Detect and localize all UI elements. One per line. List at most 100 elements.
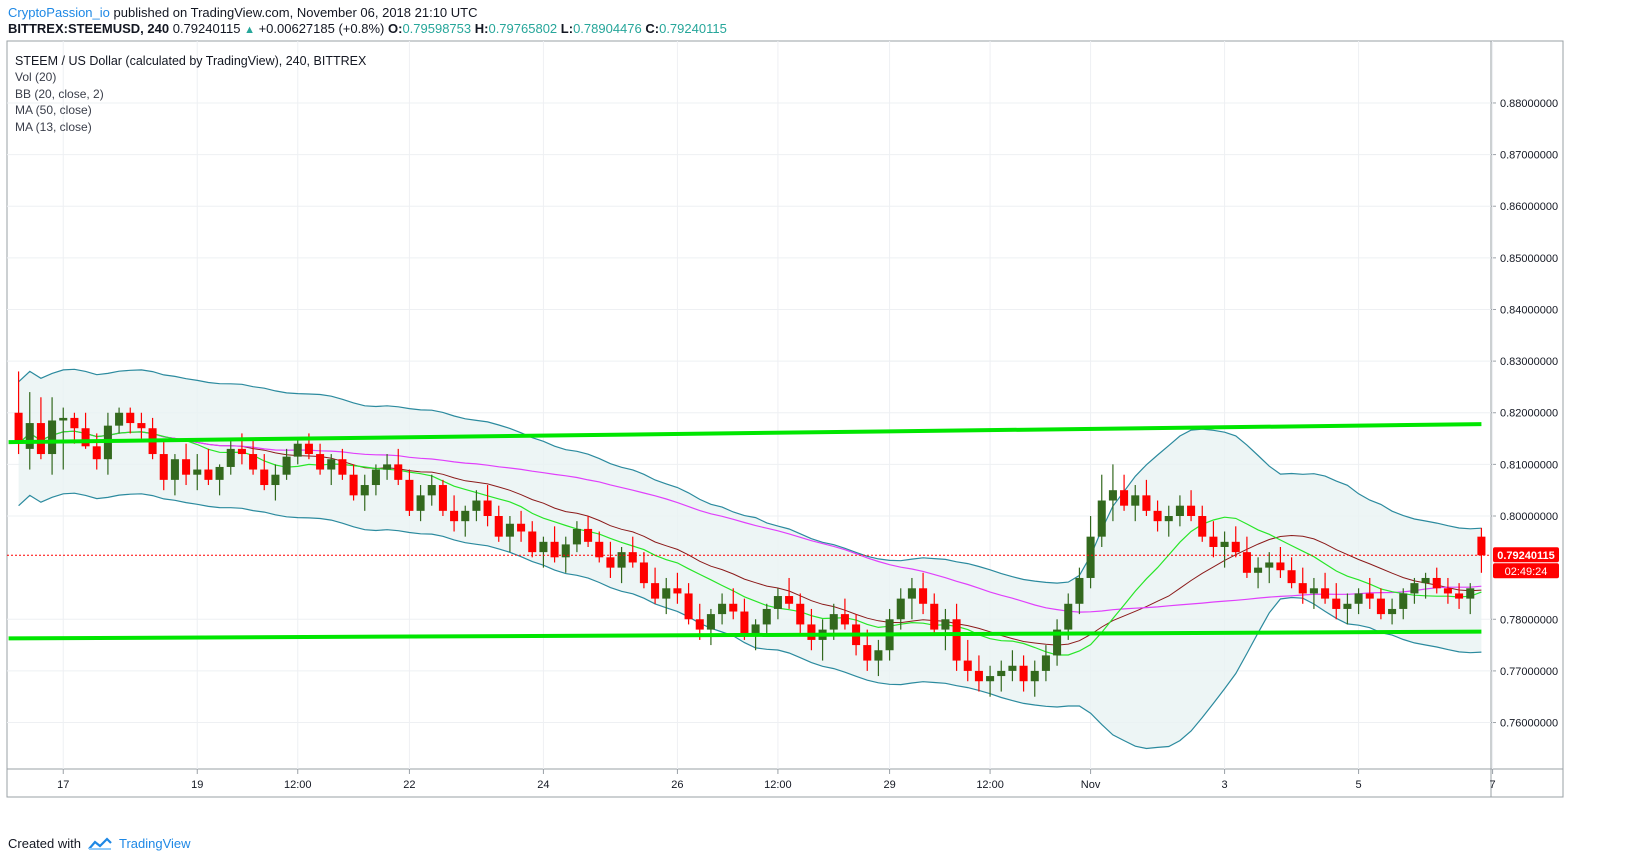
candle-body[interactable] <box>718 603 727 615</box>
candle-body[interactable] <box>226 448 235 467</box>
candle-body[interactable] <box>1164 516 1173 522</box>
resistance-trendline[interactable] <box>8 422 1482 445</box>
candle-body[interactable] <box>394 464 403 480</box>
candle-body[interactable] <box>1142 495 1151 511</box>
candle-body[interactable] <box>1298 583 1307 594</box>
candle-body[interactable] <box>1041 655 1050 671</box>
candle-body[interactable] <box>796 603 805 625</box>
candle-body[interactable] <box>863 645 872 661</box>
candle-body[interactable] <box>36 423 45 455</box>
candle-body[interactable] <box>997 670 1006 677</box>
candle-body[interactable] <box>684 593 693 620</box>
candle-body[interactable] <box>1432 577 1441 589</box>
candle-body[interactable] <box>1187 505 1196 517</box>
candle-body[interactable] <box>584 528 593 542</box>
candle-body[interactable] <box>1131 495 1140 506</box>
candle-body[interactable] <box>1399 593 1408 609</box>
candle-body[interactable] <box>327 459 336 470</box>
candle-body[interactable] <box>1410 583 1419 594</box>
candle-body[interactable] <box>338 459 347 475</box>
candle-body[interactable] <box>773 596 782 609</box>
candle-body[interactable] <box>807 624 816 640</box>
candle-body[interactable] <box>438 485 447 511</box>
candle-body[interactable] <box>472 500 481 511</box>
candle-body[interactable] <box>986 676 995 682</box>
candle-body[interactable] <box>517 523 526 532</box>
candle-body[interactable] <box>260 469 269 486</box>
candle-body[interactable] <box>349 474 358 496</box>
candle-body[interactable] <box>941 619 950 630</box>
candle-body[interactable] <box>282 456 291 475</box>
publisher-link[interactable]: CryptoPassion_io <box>8 5 110 20</box>
candle-body[interactable] <box>25 423 34 449</box>
candle-body[interactable] <box>840 614 849 625</box>
candle-body[interactable] <box>126 412 135 424</box>
candle-body[interactable] <box>193 469 202 475</box>
candle-body[interactable] <box>1120 490 1129 506</box>
candle-body[interactable] <box>572 528 581 545</box>
legend-item-ma50[interactable]: MA (50, close) <box>15 103 92 118</box>
candle-body[interactable] <box>505 523 514 537</box>
candle-body[interactable] <box>137 423 146 429</box>
candle-body[interactable] <box>14 412 23 444</box>
candle-body[interactable] <box>829 614 838 630</box>
candle-body[interactable] <box>293 443 302 457</box>
candle-body[interactable] <box>1287 570 1296 584</box>
candle-body[interactable] <box>528 531 537 553</box>
candle-body[interactable] <box>360 485 369 496</box>
candle-body[interactable] <box>450 510 459 522</box>
candle-body[interactable] <box>1421 577 1430 584</box>
candle-body[interactable] <box>1365 593 1374 599</box>
candle-body[interactable] <box>1254 567 1263 573</box>
candle-body[interactable] <box>48 420 57 455</box>
candle-body[interactable] <box>1075 577 1084 604</box>
candle-body[interactable] <box>1477 536 1486 556</box>
candle-body[interactable] <box>550 541 559 558</box>
candle-body[interactable] <box>405 479 414 511</box>
candle-body[interactable] <box>1030 670 1039 682</box>
candle-body[interactable] <box>170 459 179 480</box>
candle-body[interactable] <box>271 474 280 486</box>
candle-body[interactable] <box>729 603 738 612</box>
candle-body[interactable] <box>639 562 648 584</box>
candle-body[interactable] <box>751 624 760 635</box>
candle-body[interactable] <box>92 446 101 460</box>
candle-body[interactable] <box>740 611 749 635</box>
candle-body[interactable] <box>673 588 682 594</box>
candle-body[interactable] <box>159 454 168 480</box>
candle-body[interactable] <box>1265 562 1274 568</box>
candle-body[interactable] <box>974 670 983 682</box>
legend-item-bb[interactable]: BB (20, close, 2) <box>15 86 104 101</box>
candle-body[interactable] <box>695 619 704 630</box>
candle-body[interactable] <box>427 485 436 496</box>
candle-body[interactable] <box>461 510 470 522</box>
candle-body[interactable] <box>1242 552 1251 573</box>
candle-body[interactable] <box>1064 603 1073 630</box>
candle-body[interactable] <box>1343 603 1352 609</box>
candle-body[interactable] <box>930 603 939 630</box>
candle-body[interactable] <box>59 417 68 421</box>
candle-body[interactable] <box>1231 541 1240 553</box>
candle-body[interactable] <box>1175 505 1184 517</box>
legend-item-vol[interactable]: Vol (20) <box>15 70 57 85</box>
candle-body[interactable] <box>204 469 213 480</box>
candle-body[interactable] <box>1376 598 1385 615</box>
candle-body[interactable] <box>651 583 660 599</box>
candle-body[interactable] <box>81 428 90 447</box>
candle-body[interactable] <box>896 598 905 620</box>
candle-body[interactable] <box>1321 588 1330 599</box>
candle-body[interactable] <box>1019 665 1028 682</box>
candle-body[interactable] <box>662 588 671 599</box>
tradingview-link[interactable]: TradingView <box>118 836 191 851</box>
candle-body[interactable] <box>1198 516 1207 537</box>
candle-body[interactable] <box>215 466 224 480</box>
candle-body[interactable] <box>617 552 626 568</box>
candle-body[interactable] <box>1153 510 1162 522</box>
candle-body[interactable] <box>1053 629 1062 656</box>
candle-body[interactable] <box>874 650 883 661</box>
candle-body[interactable] <box>1220 541 1229 547</box>
support-trendline[interactable] <box>8 629 1482 641</box>
candle-body[interactable] <box>494 516 503 537</box>
candle-body[interactable] <box>595 541 604 558</box>
